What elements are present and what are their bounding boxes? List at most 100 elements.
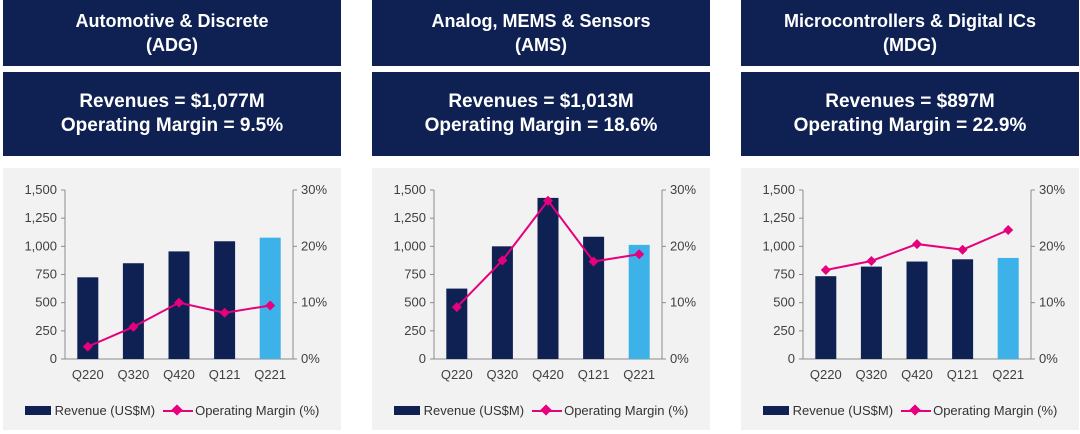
chart-area: 0 250 500 750 1,000 1,250 1,500 0% 10% 20% 30% Q220…: [741, 168, 1079, 430]
revenue-bar: [906, 261, 928, 359]
operating-margin-point: [820, 264, 831, 275]
chart-area: 0 250 500 750 1,000 1,250 1,500 0% 10% 20% 30% Q220…: [3, 168, 341, 430]
y-tick-label-right: 30%: [670, 182, 696, 197]
revenue-bar: [491, 246, 513, 359]
combo-chart: 0 250 500 750 1,000 1,250 1,500 0% 10% 20% 30% Q220…: [24, 182, 327, 382]
y-tick-label-left: 250: [404, 323, 426, 338]
y-tick-label-left: 750: [773, 267, 795, 282]
y-tick-label-left: 0: [419, 351, 426, 366]
x-tick-label: Q121: [209, 367, 241, 382]
legend-line-label: Operating Margin (%): [933, 403, 1058, 418]
operating-margin-point: [588, 256, 599, 267]
segment-title-box: Automotive & Discrete (ADG): [3, 0, 341, 66]
legend-line-swatch: [163, 406, 194, 416]
segment-title-box: Analog, MEMS & Sensors (AMS): [372, 0, 710, 66]
segment-title: Microcontrollers & Digital ICs: [783, 11, 1037, 31]
revenue-bar: [860, 266, 882, 359]
segment-title: Analog, MEMS & Sensors: [431, 11, 651, 31]
segment-title: Automotive & Discrete: [75, 11, 269, 31]
segment-summary-box: Revenues = $1,013M Operating Margin = 18…: [372, 72, 710, 156]
combo-chart: 0 250 500 750 1,000 1,250 1,500 0% 10% 20% 30% Q220…: [762, 182, 1065, 382]
y-tick-label-left: 1,500: [24, 182, 57, 197]
y-tick-label-left: 1,000: [762, 238, 795, 253]
operating-margin-point: [219, 307, 230, 318]
segment-abbreviation: (ADG): [146, 35, 198, 55]
x-tick-label: Q320: [855, 367, 887, 382]
x-tick-label: Q121: [947, 367, 979, 382]
y-tick-label-left: 1,000: [393, 238, 426, 253]
revenue-summary: Revenues = $897M: [825, 91, 995, 112]
y-tick-label-right: 30%: [1039, 182, 1065, 197]
y-tick-label-right: 30%: [301, 182, 327, 197]
revenue-bar: [537, 197, 559, 359]
y-tick-label-left: 500: [404, 295, 426, 310]
segment-panel-mdg: Microcontrollers & Digital ICs (MDG) Rev…: [741, 0, 1079, 434]
revenue-bar: [446, 288, 468, 359]
x-tick-label: Q320: [486, 367, 518, 382]
revenue-summary: Revenues = $1,013M: [448, 91, 634, 112]
y-tick-label-right: 0%: [301, 351, 320, 366]
operating-margin-point: [451, 302, 462, 313]
segment-panel-ams: Analog, MEMS & Sensors (AMS) Revenues = …: [372, 0, 710, 434]
y-tick-label-left: 500: [773, 295, 795, 310]
revenue-bar: [997, 257, 1019, 359]
revenue-bar: [122, 263, 144, 359]
operating-margin-point: [957, 244, 968, 255]
chart-legend: Revenue (US$M) Operating Margin (%): [741, 403, 1079, 418]
chart-legend: Revenue (US$M) Operating Margin (%): [3, 403, 341, 418]
legend-line-swatch: [901, 406, 932, 416]
legend-bar-swatch: [393, 406, 420, 415]
segment-abbreviation: (MDG): [883, 35, 937, 55]
x-tick-label: Q221: [992, 367, 1024, 382]
operating-margin-point: [634, 249, 645, 260]
operating-margin-point: [265, 300, 276, 311]
y-tick-label-right: 10%: [670, 295, 696, 310]
y-tick-label-right: 10%: [1039, 295, 1065, 310]
operating-margin-point: [82, 341, 93, 352]
revenue-bar: [214, 241, 236, 359]
segment-title-box: Microcontrollers & Digital ICs (MDG): [741, 0, 1079, 66]
legend-bar-label: Revenue (US$M): [792, 403, 894, 418]
revenue-bar: [259, 237, 281, 359]
y-tick-label-left: 0: [50, 351, 57, 366]
legend-line-swatch: [532, 406, 563, 416]
revenue-bar: [628, 244, 650, 359]
y-tick-label-left: 1,500: [393, 182, 426, 197]
revenue-bar: [815, 276, 837, 359]
legend-bar-label: Revenue (US$M): [54, 403, 156, 418]
operating-margin-point: [912, 239, 922, 250]
y-tick-label-left: 1,250: [762, 210, 795, 225]
y-tick-label-left: 1,500: [762, 182, 795, 197]
x-tick-label: Q320: [117, 367, 149, 382]
margin-summary: Operating Margin = 22.9%: [793, 115, 1027, 136]
segment-summary-box: Revenues = $1,077M Operating Margin = 9.…: [3, 72, 341, 156]
operating-margin-point: [128, 321, 139, 332]
x-tick-label: Q221: [623, 367, 655, 382]
y-tick-label-left: 0: [788, 351, 795, 366]
x-tick-label: Q420: [901, 367, 933, 382]
legend-bar-swatch: [24, 406, 51, 415]
margin-summary: Operating Margin = 18.6%: [424, 115, 658, 136]
legend-bar-swatch: [762, 406, 789, 415]
segment-summary-box: Revenues = $897M Operating Margin = 22.9…: [741, 72, 1079, 156]
x-tick-label: Q220: [810, 367, 842, 382]
revenue-bar: [77, 277, 99, 359]
x-tick-label: Q221: [254, 367, 286, 382]
revenue-bar: [583, 236, 605, 359]
chart-legend: Revenue (US$M) Operating Margin (%): [372, 403, 710, 418]
y-tick-label-left: 250: [773, 323, 795, 338]
legend-line-label: Operating Margin (%): [195, 403, 320, 418]
y-tick-label-left: 1,000: [24, 238, 57, 253]
y-tick-label-left: 500: [35, 295, 57, 310]
x-tick-label: Q121: [578, 367, 610, 382]
operating-margin-point: [497, 255, 508, 266]
y-tick-label-left: 1,250: [24, 210, 57, 225]
y-tick-label-left: 750: [404, 267, 426, 282]
y-tick-label-right: 0%: [1039, 351, 1058, 366]
y-tick-label-right: 20%: [301, 238, 327, 253]
legend-bar-label: Revenue (US$M): [423, 403, 525, 418]
revenue-bar: [952, 259, 974, 359]
x-tick-label: Q420: [163, 367, 195, 382]
y-tick-label-right: 20%: [670, 238, 696, 253]
y-tick-label-left: 250: [35, 323, 57, 338]
